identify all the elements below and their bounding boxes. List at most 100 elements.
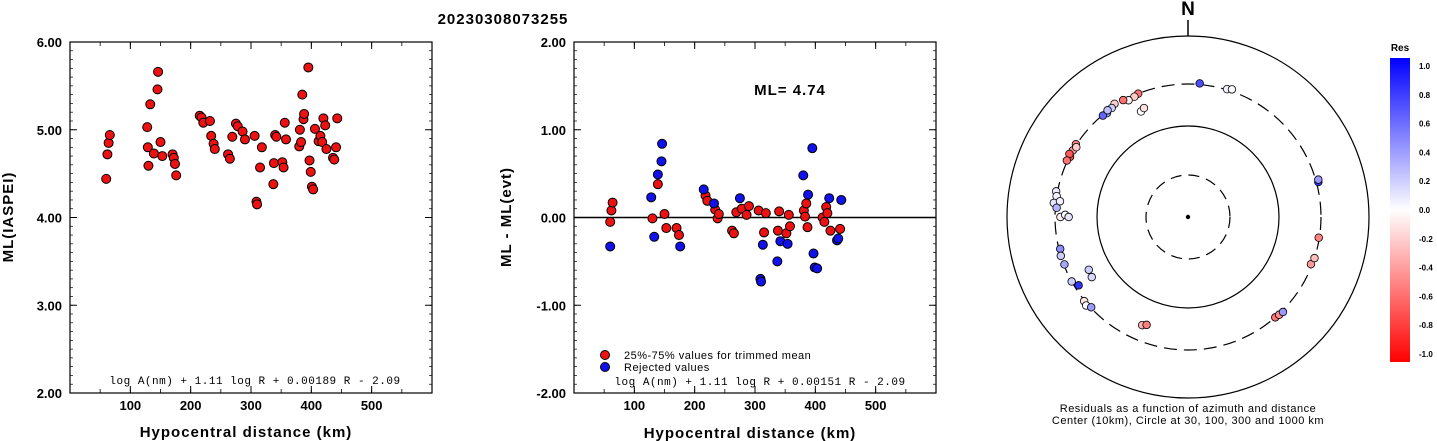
rejected-point — [657, 138, 668, 149]
north-label: N — [1181, 0, 1195, 20]
station-residual-point — [1278, 307, 1288, 317]
ml-residual-formula: log A(nm) + 1.11 log R + 0.00151 R - 2.0… — [614, 377, 905, 389]
station-residual-point — [1052, 203, 1061, 213]
data-point — [280, 134, 291, 145]
data-point — [271, 131, 282, 142]
rejected-point — [757, 239, 768, 250]
colorbar-label: -0.4 — [1419, 264, 1433, 273]
colorbar — [1390, 58, 1410, 362]
station-residual-point — [1086, 303, 1096, 312]
azimuth-points — [1049, 79, 1323, 330]
data-point — [143, 160, 154, 171]
rejected-point — [812, 263, 823, 274]
ml-iaspei-points — [101, 62, 343, 210]
trimmed-point — [800, 211, 811, 222]
data-point — [101, 173, 112, 184]
trimmed-point — [647, 213, 658, 224]
colorbar-label: 0.8 — [1419, 91, 1431, 100]
data-point — [331, 142, 342, 153]
ml-residual-panel: 100 200 300 400 500 -2.00 -1.00 0.00 1.00 2.00 Hy… — [498, 35, 937, 441]
data-point — [268, 179, 279, 190]
data-point — [209, 144, 220, 155]
x-tick-label: 400 — [804, 398, 826, 413]
data-point — [227, 131, 238, 142]
data-point — [155, 137, 166, 148]
data-point — [268, 158, 279, 169]
rejected-point — [652, 169, 663, 180]
trimmed-point — [802, 222, 813, 233]
data-point — [171, 170, 182, 181]
data-point — [299, 108, 310, 119]
data-point — [204, 115, 215, 126]
station-residual-point — [1314, 175, 1323, 184]
rejected-point — [646, 192, 657, 203]
rejected-point — [833, 233, 844, 244]
rejected-point — [824, 193, 835, 204]
colorbar-label: 0.0 — [1419, 206, 1431, 215]
data-point — [142, 122, 153, 133]
rejected-point — [698, 184, 709, 195]
rejected-point — [756, 276, 767, 287]
station-residual-point — [1227, 85, 1237, 94]
x-tick-label: 500 — [865, 398, 887, 413]
x-tick-label: 100 — [119, 398, 141, 413]
data-point — [320, 120, 331, 131]
ml-iaspei-formula: log A(nm) + 1.11 log R + 0.00189 R - 2.0… — [109, 376, 400, 388]
rejected-point — [734, 193, 745, 204]
trimmed-point — [607, 197, 618, 208]
rejected-point — [675, 241, 686, 252]
data-point — [278, 162, 289, 173]
ring-100km — [1096, 125, 1280, 309]
y-tick-label: -2.00 — [536, 386, 566, 401]
ml-residual-x-axis-label: Hypocentral distance (km) — [644, 425, 857, 441]
rejected-point — [803, 189, 814, 200]
colorbar-label: 0.4 — [1419, 148, 1431, 157]
data-point — [256, 142, 267, 153]
y-tick-label: 4.00 — [37, 211, 62, 226]
x-tick-label: 500 — [361, 398, 383, 413]
rejected-point — [836, 194, 847, 205]
y-tick-label: 3.00 — [37, 298, 62, 313]
station-residual-point — [1072, 143, 1081, 152]
station-residual-point — [1098, 111, 1108, 120]
colorbar-labels: 1.0 0.8 0.6 0.4 0.2 0.0 -0.2 -0.4 -0.6 -0.8 -1.0 — [1419, 62, 1433, 359]
data-point — [249, 130, 260, 141]
ml-residual-points — [605, 138, 847, 287]
rejected-point — [798, 170, 809, 181]
trimmed-point — [661, 223, 672, 234]
trimmed-point — [822, 208, 833, 219]
station-residual-point — [1306, 259, 1316, 269]
ring-300km — [1054, 83, 1322, 351]
colorbar-title: Res — [1391, 43, 1410, 54]
data-point — [303, 62, 314, 73]
trimmed-point — [741, 209, 752, 220]
rejected-point — [649, 231, 660, 242]
station-residual-point — [1119, 95, 1128, 105]
ml-residual-ticks: 100 200 300 400 500 -2.00 -1.00 0.00 1.00 2.00 — [536, 35, 937, 413]
trimmed-point — [783, 209, 794, 220]
data-point — [252, 199, 263, 210]
azimuth-panel: N Residuals as a function of azimuth and… — [1006, 0, 1433, 427]
trimmed-point — [801, 198, 812, 209]
station-residual-point — [1310, 253, 1319, 263]
y-tick-label: 5.00 — [37, 123, 62, 138]
y-tick-label: 6.00 — [37, 35, 62, 50]
event-id-title: 20230308073255 — [438, 11, 569, 28]
trimmed-point — [673, 230, 684, 241]
station-residual-point — [1056, 251, 1066, 261]
ml-iaspei-panel: 100 200 300 400 500 2.00 3.00 4.00 5.00 6.00 Hypo… — [0, 35, 433, 441]
data-point — [294, 124, 305, 135]
trimmed-point — [605, 216, 616, 227]
colorbar-label: -0.6 — [1419, 292, 1433, 301]
station-residual-point — [1056, 244, 1065, 254]
ml-residual-y-axis-label: ML - ML(evt) — [498, 167, 515, 267]
y-tick-label: 1.00 — [541, 123, 566, 138]
station-residual-point — [1055, 197, 1065, 206]
station-residual-point — [1074, 281, 1083, 290]
x-tick-label: 300 — [240, 398, 262, 413]
ml-iaspei-ticks: 100 200 300 400 500 2.00 3.00 4.00 5.00 6.00 — [37, 35, 433, 413]
x-tick-label: 200 — [684, 398, 706, 413]
data-point — [279, 117, 290, 128]
x-tick-label: 200 — [180, 398, 202, 413]
